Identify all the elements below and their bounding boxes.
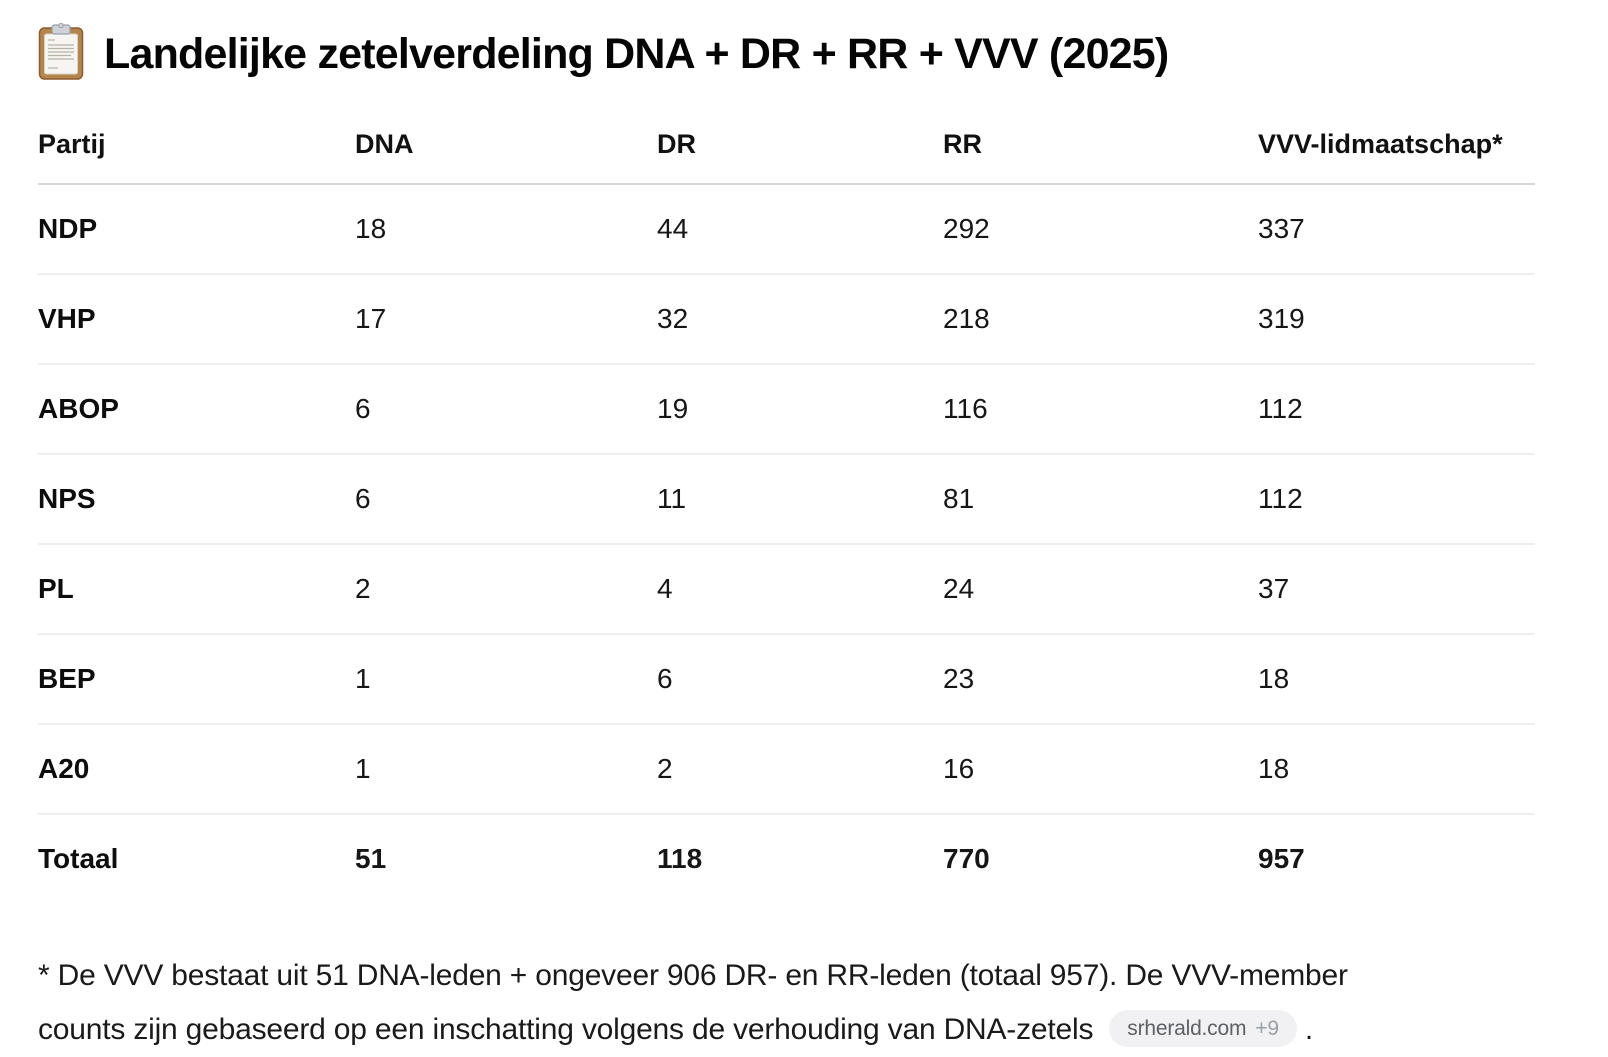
page-title: Landelijke zetelverdeling DNA + DR + RR … — [104, 29, 1169, 78]
value-cell: 337 — [1258, 184, 1535, 275]
party-name-cell: VHP — [38, 274, 355, 365]
value-cell: 6 — [657, 634, 943, 725]
table-header: Partij DNA DR RR VVV-lidmaatschap* — [38, 104, 1535, 185]
table-body: NDP 18 44 292 337 VHP 17 32 218 319 ABOP 6 19 116 112 N… — [38, 184, 1535, 903]
value-cell: 218 — [943, 274, 1258, 365]
citation-source: srherald.com — [1127, 1017, 1247, 1040]
footnote-line1: * De VVV bestaat uit 51 DNA-leden + onge… — [38, 959, 1348, 992]
table-row: PL 2 4 24 37 — [38, 544, 1535, 635]
party-name-cell: NDP — [38, 184, 355, 275]
value-cell: 1 — [355, 724, 657, 815]
seats-table: Partij DNA DR RR VVV-lidmaatschap* NDP 18… — [38, 104, 1535, 903]
value-cell: 112 — [1258, 364, 1535, 455]
party-name-cell: Totaal — [38, 843, 119, 874]
party-name-cell: ABOP — [38, 364, 355, 455]
party-name-cell: A20 — [38, 724, 355, 815]
citation-pill[interactable]: srherald.com +9 — [1109, 1010, 1297, 1047]
value-cell: 4 — [657, 544, 943, 635]
table-row: A20 1 2 16 18 — [38, 724, 1535, 815]
value-cell: 116 — [943, 364, 1258, 455]
value-cell: 16 — [943, 724, 1258, 815]
value-cell: 51 — [355, 843, 387, 874]
table-row: BEP 1 6 23 18 — [38, 634, 1535, 725]
value-cell: 32 — [657, 274, 943, 365]
value-cell: 18 — [1258, 724, 1535, 815]
citation-more-count: +9 — [1255, 1017, 1279, 1040]
value-cell: 2 — [355, 544, 657, 635]
column-header-dr: DR — [657, 104, 943, 185]
value-cell: 23 — [943, 634, 1258, 725]
value-cell: 24 — [943, 544, 1258, 635]
table-row-total: Totaal 51 118 770 957 — [38, 814, 1535, 903]
value-cell: 18 — [1258, 634, 1535, 725]
value-cell: 37 — [1258, 544, 1535, 635]
column-header-rr: RR — [943, 104, 1258, 185]
party-name-cell: PL — [38, 544, 355, 635]
title-row: Landelijke zetelverdeling DNA + DR + RR … — [38, 18, 1570, 90]
table-row: VHP 17 32 218 319 — [38, 274, 1535, 365]
value-cell: 2 — [657, 724, 943, 815]
value-cell: 319 — [1258, 274, 1535, 365]
value-cell: 1 — [355, 634, 657, 725]
value-cell: 18 — [355, 184, 657, 275]
footnote-line2-text: counts zijn gebaseerd op een inschatting… — [38, 1013, 1094, 1046]
value-cell: 11 — [657, 454, 943, 545]
value-cell: 292 — [943, 184, 1258, 275]
value-cell: 81 — [943, 454, 1258, 545]
party-name-cell: NPS — [38, 454, 355, 545]
column-header-dna: DNA — [355, 104, 657, 185]
footnote-period: . — [1304, 1013, 1313, 1046]
value-cell: 17 — [355, 274, 657, 365]
value-cell: 44 — [657, 184, 943, 275]
column-header-vvv: VVV-lidmaatschap* — [1258, 104, 1535, 185]
value-cell: 118 — [657, 843, 703, 874]
table-row: NPS 6 11 81 112 — [38, 454, 1535, 545]
clipboard-icon — [38, 22, 84, 81]
value-cell: 112 — [1258, 454, 1535, 545]
footnote-line2: counts zijn gebaseerd op een inschatting… — [38, 1003, 1570, 1057]
table-row: NDP 18 44 292 337 — [38, 184, 1535, 275]
value-cell: 19 — [657, 364, 943, 455]
value-cell: 6 — [355, 364, 657, 455]
party-name-cell: BEP — [38, 634, 355, 725]
table-row: ABOP 6 19 116 112 — [38, 364, 1535, 455]
value-cell: 957 — [1258, 843, 1305, 874]
value-cell: 6 — [355, 454, 657, 545]
column-header-partij: Partij — [38, 104, 355, 185]
value-cell: 770 — [943, 843, 990, 874]
footnote: * De VVV bestaat uit 51 DNA-leden + onge… — [38, 949, 1570, 1057]
